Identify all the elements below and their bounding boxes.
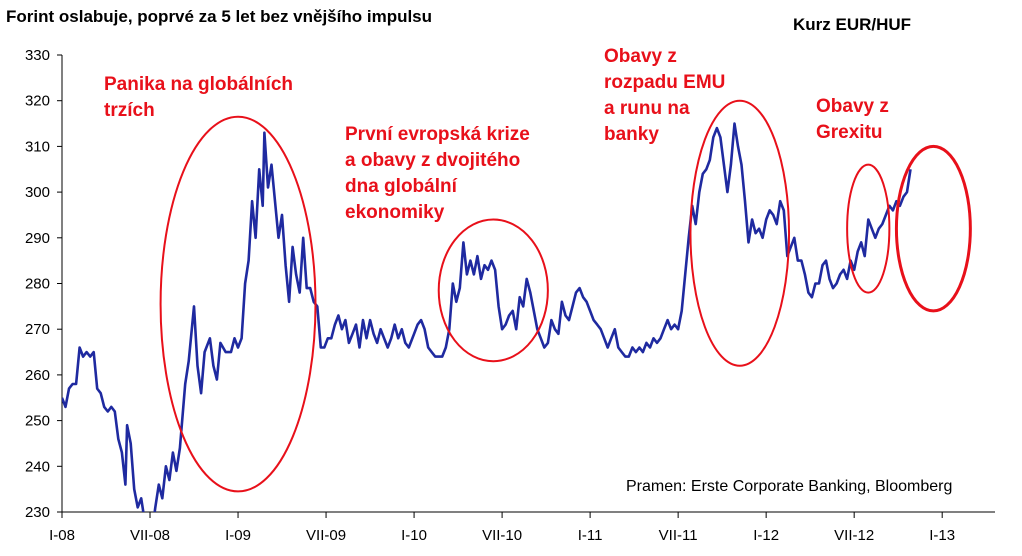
y-tick-label: 270 [25, 321, 50, 338]
y-tick-label: 330 [25, 47, 50, 64]
annotation-label: ekonomiky [345, 202, 445, 223]
annotation-label: Obavy z [604, 46, 677, 67]
annotation-label: Grexitu [816, 122, 883, 143]
x-tick-label: VII-11 [659, 527, 698, 544]
x-tick-label: VII-08 [130, 527, 170, 544]
y-tick-label: 240 [25, 458, 50, 475]
annotation-label: První evropská krize [345, 124, 530, 145]
x-tick-label: I-09 [225, 527, 251, 544]
chart-title: Forint oslabuje, poprvé za 5 let bez vně… [6, 7, 432, 26]
annotation-label: banky [604, 124, 659, 145]
y-tick-label: 290 [25, 230, 50, 247]
source-note: Pramen: Erste Corporate Banking, Bloombe… [626, 478, 952, 495]
y-tick-label: 260 [25, 367, 50, 384]
axes: 230 240 250 260 270 280 290 300 310 320 330 I-08 VII… [25, 47, 995, 544]
annotation-ellipse [437, 218, 549, 363]
annotation-label: rozpadu EMU [604, 72, 725, 93]
x-tick-label: I-08 [49, 527, 75, 544]
annotation-ellipse [846, 163, 891, 294]
x-tick-label: I-11 [578, 527, 603, 544]
annotation-label: trzích [104, 100, 155, 121]
series-layer [62, 122, 912, 512]
series-line-eur-huf [62, 122, 912, 512]
y-tick-label: 280 [25, 276, 50, 293]
annotation-label: a runu na [604, 98, 690, 119]
y-tick-label: 310 [25, 138, 50, 155]
chart-subtitle: Kurz EUR/HUF [793, 15, 911, 34]
annotations-layer: Panika na globálních trzích První evropská… [104, 46, 972, 493]
x-tick-label: VII-12 [834, 527, 874, 544]
annotation-label: a obavy z dvojitého [345, 150, 520, 171]
annotation-ellipse [689, 99, 791, 367]
x-tick-label: VII-10 [482, 527, 522, 544]
annotation-label: dna globální [345, 176, 458, 197]
y-tick-label: 320 [25, 93, 50, 110]
x-tick-label: I-10 [401, 527, 427, 544]
annotation-label: Panika na globálních [104, 74, 293, 95]
y-tick-label: 300 [25, 184, 50, 201]
y-tick-label: 230 [25, 504, 50, 521]
annotation-ellipse [894, 144, 972, 313]
annotation-label: Obavy z [816, 96, 889, 117]
y-tick-label: 250 [25, 413, 50, 430]
x-tick-label: VII-09 [306, 527, 346, 544]
x-tick-label: I-13 [929, 527, 955, 544]
x-tick-label: I-12 [753, 527, 779, 544]
annotation-ellipse [159, 115, 317, 493]
